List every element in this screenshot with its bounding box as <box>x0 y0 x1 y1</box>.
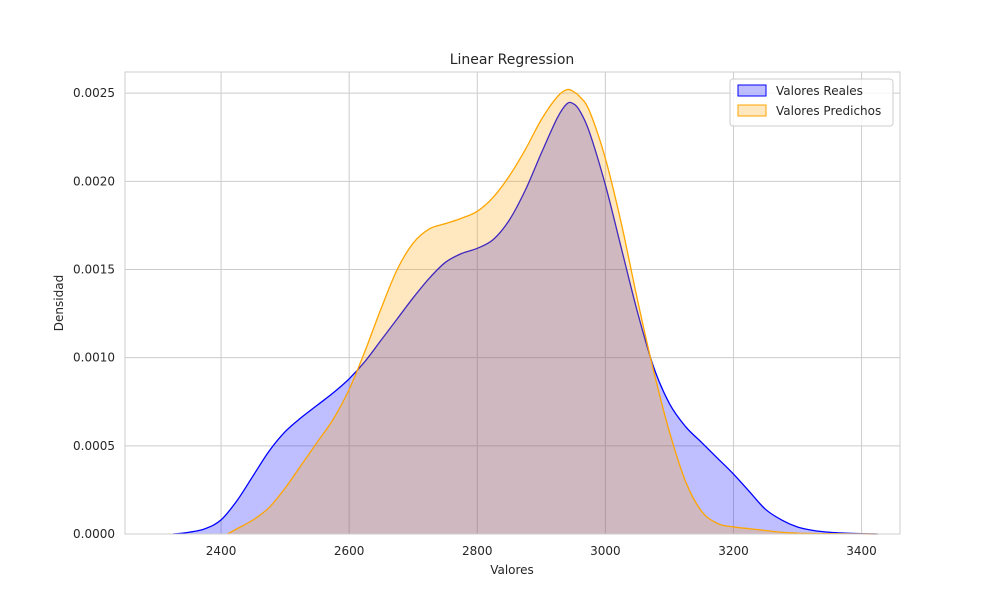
legend: Valores Reales Valores Predichos <box>729 78 894 127</box>
x-tick-label: 2600 <box>334 544 365 558</box>
area-fill-valores-reales <box>173 102 878 534</box>
y-tick-label: 0.0015 <box>73 262 115 276</box>
y-tick-label: 0.0025 <box>73 86 115 100</box>
legend-swatch-valores-predichos <box>737 104 767 117</box>
y-axis-ticks: 0.0000 0.0005 0.0010 0.0015 0.0020 0.0025 <box>73 86 115 541</box>
legend-swatch-valores-reales <box>737 84 767 97</box>
x-tick-label: 2400 <box>206 544 237 558</box>
plot-background <box>125 72 900 534</box>
density-line-valores-predichos <box>227 88 878 535</box>
area-fill-valores-predichos <box>227 89 878 535</box>
x-tick-label: 3000 <box>590 544 621 558</box>
legend-box <box>729 78 894 127</box>
x-axis-ticks: 2400 2600 2800 3000 3200 3400 <box>206 544 877 558</box>
legend-label-valores-reales: Valores Reales <box>776 84 863 98</box>
density-areas <box>172 88 878 535</box>
density-line-valores-reales <box>172 101 878 535</box>
y-tick-label: 0.0020 <box>73 174 115 188</box>
y-tick-label: 0.0010 <box>73 351 115 365</box>
x-tick-label: 2800 <box>462 544 493 558</box>
plot-frame <box>124 71 901 535</box>
y-tick-label: 0.0000 <box>73 527 115 541</box>
x-tick-label: 3400 <box>846 544 877 558</box>
x-tick-label: 3200 <box>718 544 749 558</box>
y-axis-label: Densidad <box>52 275 66 331</box>
legend-label-valores-predichos: Valores Predichos <box>776 104 881 118</box>
x-axis-label: Valores <box>490 563 534 577</box>
y-tick-label: 0.0005 <box>73 439 115 453</box>
chart-title: Linear Regression <box>450 52 575 68</box>
